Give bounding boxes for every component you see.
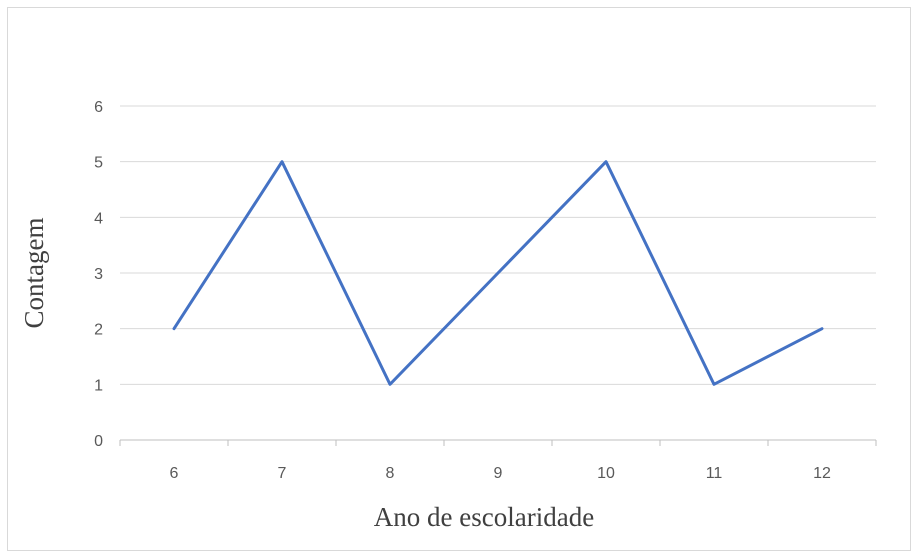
series (172, 160, 824, 386)
series-line-0 (172, 160, 824, 386)
x-tick-label: 12 (813, 465, 831, 482)
y-tick-label: 1 (94, 377, 103, 394)
x-tick-label: 8 (386, 465, 395, 482)
x-tick-label: 11 (706, 465, 723, 482)
y-axis-title: Contagem (19, 218, 49, 329)
chart-frame (7, 7, 911, 551)
x-tick-label: 6 (170, 465, 179, 482)
y-tick-label: 3 (94, 266, 103, 283)
x-tick-label: 10 (597, 465, 615, 482)
x-axis (119, 439, 877, 446)
y-tick-labels: 0 1 2 3 4 5 6 (94, 99, 103, 450)
x-tick-label: 7 (278, 465, 287, 482)
y-tick-label: 6 (94, 99, 103, 116)
gridlines (120, 105, 876, 385)
y-tick-label: 4 (94, 210, 103, 227)
x-tick-label: 9 (494, 465, 503, 482)
x-axis-title: Ano de escolaridade (374, 502, 594, 532)
y-tick-label: 2 (94, 322, 103, 339)
y-tick-label: 5 (94, 155, 103, 172)
y-tick-label: 0 (94, 433, 103, 450)
x-tick-labels: 6 7 8 9 10 11 12 (170, 465, 831, 482)
